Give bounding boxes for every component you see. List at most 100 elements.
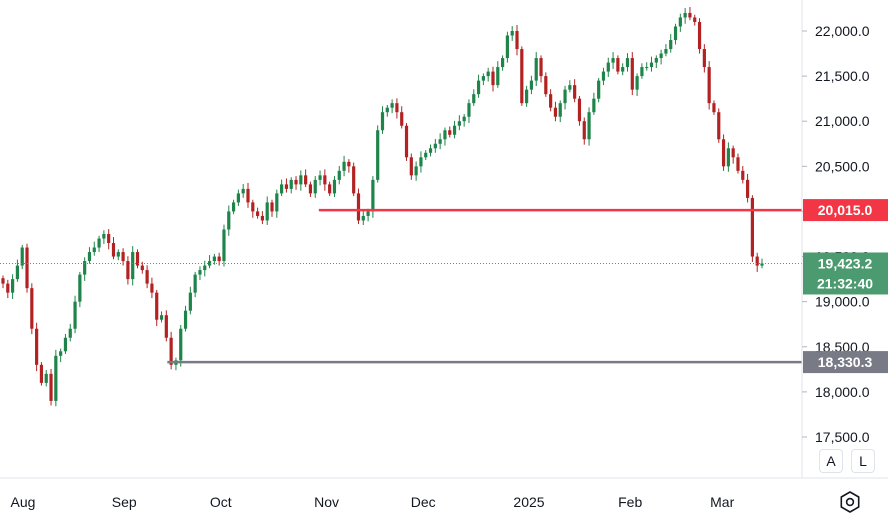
- auto-scale-button[interactable]: A: [819, 449, 843, 473]
- candle[interactable]: [534, 52, 538, 87]
- candle[interactable]: [438, 133, 442, 150]
- candle[interactable]: [347, 159, 351, 173]
- candle[interactable]: [376, 125, 380, 183]
- candle[interactable]: [97, 235, 101, 253]
- candle[interactable]: [539, 55, 543, 83]
- candle[interactable]: [289, 177, 293, 194]
- candle[interactable]: [515, 25, 519, 56]
- candle[interactable]: [1, 275, 5, 289]
- candle[interactable]: [131, 246, 135, 286]
- candle[interactable]: [702, 44, 706, 73]
- candle[interactable]: [174, 357, 178, 371]
- candle[interactable]: [193, 271, 197, 298]
- candle[interactable]: [356, 188, 361, 225]
- candle[interactable]: [688, 7, 692, 21]
- candle[interactable]: [414, 161, 418, 181]
- candle[interactable]: [448, 126, 452, 138]
- candle[interactable]: [155, 289, 159, 327]
- candle[interactable]: [270, 199, 274, 217]
- candle[interactable]: [630, 52, 634, 96]
- candle[interactable]: [294, 176, 298, 190]
- candle[interactable]: [649, 56, 654, 72]
- candle[interactable]: [198, 266, 202, 281]
- log-scale-button[interactable]: L: [851, 449, 875, 473]
- candle[interactable]: [510, 26, 514, 41]
- candle[interactable]: [164, 310, 168, 342]
- candle[interactable]: [135, 249, 140, 269]
- candle[interactable]: [183, 305, 188, 332]
- candle[interactable]: [673, 23, 678, 45]
- candle[interactable]: [745, 173, 750, 203]
- candle[interactable]: [741, 165, 745, 184]
- candle[interactable]: [188, 286, 192, 315]
- candle[interactable]: [611, 52, 615, 69]
- candle[interactable]: [380, 106, 385, 134]
- candle[interactable]: [145, 265, 149, 289]
- candle[interactable]: [15, 259, 20, 282]
- candle[interactable]: [395, 98, 399, 119]
- candle[interactable]: [227, 205, 231, 236]
- candle[interactable]: [736, 153, 740, 174]
- candle[interactable]: [107, 229, 111, 250]
- candle[interactable]: [697, 18, 702, 54]
- candle[interactable]: [457, 115, 461, 131]
- candle[interactable]: [491, 66, 495, 92]
- candle[interactable]: [573, 79, 577, 103]
- candle[interactable]: [520, 46, 524, 106]
- candle[interactable]: [280, 179, 284, 197]
- candle[interactable]: [721, 134, 726, 171]
- candle[interactable]: [39, 362, 44, 386]
- candle[interactable]: [409, 153, 413, 180]
- candle[interactable]: [299, 170, 303, 191]
- candle[interactable]: [111, 237, 116, 260]
- candle[interactable]: [25, 243, 29, 293]
- candle[interactable]: [251, 199, 255, 218]
- candle[interactable]: [231, 199, 236, 215]
- candle[interactable]: [256, 207, 260, 219]
- candle[interactable]: [606, 57, 610, 78]
- candle[interactable]: [332, 176, 337, 198]
- candle[interactable]: [6, 279, 10, 299]
- candle[interactable]: [664, 44, 668, 57]
- candle[interactable]: [683, 8, 687, 24]
- candle[interactable]: [68, 323, 72, 342]
- candle[interactable]: [452, 120, 457, 139]
- candle[interactable]: [87, 247, 92, 264]
- candle[interactable]: [207, 255, 212, 269]
- candle[interactable]: [625, 53, 630, 72]
- candle[interactable]: [222, 224, 226, 267]
- candle[interactable]: [241, 184, 245, 198]
- candle[interactable]: [102, 230, 106, 244]
- candle[interactable]: [693, 14, 697, 26]
- candle[interactable]: [587, 107, 591, 146]
- candle[interactable]: [563, 85, 567, 110]
- candle[interactable]: [558, 100, 562, 123]
- candle[interactable]: [476, 74, 481, 98]
- candle[interactable]: [361, 210, 365, 225]
- candle[interactable]: [20, 244, 24, 270]
- candle[interactable]: [553, 101, 558, 122]
- candle[interactable]: [462, 114, 466, 127]
- candle[interactable]: [568, 80, 572, 93]
- candle[interactable]: [44, 370, 48, 387]
- candle[interactable]: [582, 117, 586, 145]
- candle[interactable]: [265, 196, 269, 225]
- candle[interactable]: [635, 73, 639, 96]
- candle[interactable]: [731, 145, 735, 164]
- candle[interactable]: [500, 55, 505, 71]
- candle[interactable]: [313, 176, 317, 198]
- candle[interactable]: [529, 75, 534, 95]
- candle[interactable]: [433, 138, 437, 153]
- candle[interactable]: [525, 85, 529, 107]
- candle[interactable]: [11, 274, 15, 299]
- candle[interactable]: [49, 368, 53, 406]
- candle[interactable]: [121, 248, 125, 266]
- candle[interactable]: [659, 49, 663, 65]
- candle[interactable]: [159, 311, 164, 323]
- candle[interactable]: [428, 144, 433, 157]
- candle[interactable]: [717, 108, 721, 143]
- candle[interactable]: [179, 324, 183, 367]
- candle[interactable]: [126, 256, 130, 285]
- candle[interactable]: [726, 142, 730, 172]
- candle[interactable]: [284, 178, 289, 193]
